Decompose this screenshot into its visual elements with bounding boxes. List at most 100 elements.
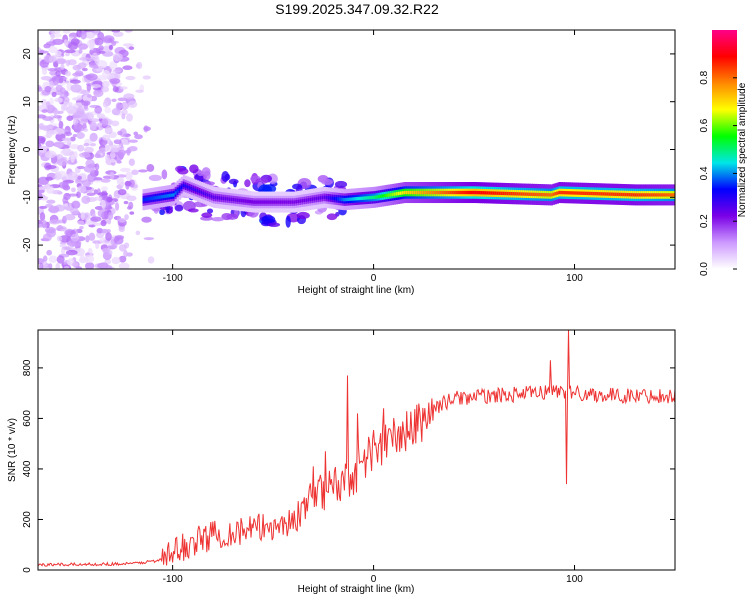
spectrogram-ridge-cell (257, 200, 260, 204)
spectrogram-noise-blob (96, 113, 106, 119)
spectrogram-noise-blob (147, 256, 155, 264)
spectrogram-noise-blob (58, 120, 64, 129)
spectrogram-noise-blob (51, 91, 57, 98)
spectrogram-noise-blob (54, 50, 62, 56)
spectrogram-ridge-cell (281, 200, 284, 204)
spectrogram-ridge-cell (267, 200, 270, 204)
spectrogram-noise-blob (89, 121, 98, 130)
spectrogram-ridge-cell (212, 195, 216, 199)
spectrogram-noise-blob (71, 233, 80, 242)
spectrogram-noise-blob (81, 67, 88, 72)
spectrogram-ridge-cell (548, 193, 551, 197)
spectrogram-noise-blob (98, 50, 106, 54)
spectrogram-noise-blob (118, 226, 125, 233)
spectrogram-noise-blob (103, 247, 111, 257)
spectrogram-noise-blob (121, 113, 126, 120)
spectrogram-ridge-cell (610, 192, 614, 196)
spectrogram-ridge-cell (628, 193, 632, 197)
spectrogram-noise-blob (55, 70, 61, 77)
spectrogram-ridge-cell (566, 191, 569, 195)
spectrogram-ridge-cell (564, 191, 567, 195)
spectrogram-ridge-cell (413, 190, 417, 195)
spectrogram-ridge-cell (512, 192, 515, 196)
spectrogram-noise-blob (93, 89, 104, 98)
spectrogram-ridge-cell (351, 197, 354, 201)
spectrogram-noise-blob (98, 45, 104, 51)
spectrogram-noise-blob (79, 226, 84, 230)
spectrogram-ridge-cell (383, 194, 387, 198)
spectrogram-noise-blob (67, 59, 77, 66)
spectrogram-ridge-cell (658, 193, 662, 197)
spectrogram-ridge-cell (652, 193, 656, 197)
spectrogram-noise-blob (83, 212, 91, 221)
spectrogram-noise-blob (126, 195, 137, 202)
spectrogram-noise-blob (47, 206, 60, 213)
spectrogram-ridge-cell (542, 192, 545, 197)
snr-y-label: SNR (10 * v/v) (7, 418, 18, 482)
spectrogram-noise-blob (117, 149, 126, 157)
spectrogram-ridge-cell (277, 200, 280, 204)
spectrogram-ridge-cell (506, 191, 509, 196)
spectrogram-ridge-cell (520, 192, 523, 196)
spectrogram-noise-blob (126, 113, 133, 122)
spectrogram-ridge-cell (433, 190, 437, 195)
spectrogram-noise-blob (92, 64, 99, 69)
spectrogram-ridge-cell (532, 192, 535, 197)
spectrogram-ridge-cell (387, 193, 391, 197)
spectrogram-ridge-cell (369, 195, 373, 200)
spectrogram-blob (321, 178, 334, 186)
spectrogram-noise-blob (128, 146, 138, 152)
spectrogram-noise-blob (42, 261, 48, 269)
spectrogram-ridge-cell (261, 200, 264, 204)
snr-x-tick-label: -100 (163, 574, 183, 585)
spectrogram-noise-blob (131, 169, 139, 176)
spectrogram-noise-blob (73, 123, 85, 132)
spectrogram-ridge-cell (616, 192, 620, 197)
spectrogram-ridge-cell (226, 197, 230, 201)
spectrogram-noise-blob (109, 61, 118, 70)
spectrogram-blob (267, 222, 281, 227)
spectrogram-noise-blob (119, 167, 131, 173)
spectrogram-ridge-cell (536, 192, 539, 197)
spectrogram-noise-blob (87, 94, 92, 98)
spectrogram-ridge-cell (343, 198, 346, 202)
spectrogram-ridge-cell (510, 191, 513, 196)
snr-y-tick-label: 200 (22, 511, 33, 528)
spectrogram-noise-blob (111, 98, 117, 103)
spectrogram-ridge-cell (526, 192, 529, 196)
spectrogram-noise-blob (114, 202, 120, 211)
spectrogram-noise-blob (135, 89, 144, 93)
spectrogram-ridge-cell (363, 196, 367, 200)
spectrogram-noise-blob (39, 262, 44, 269)
spectrogram-noise-blob (105, 154, 110, 163)
spectrogram-ridge-cell (524, 192, 527, 196)
spectrogram-noise-blob (97, 192, 109, 196)
spectrogram-ridge-cell (395, 192, 399, 196)
spectrogram-ridge-cell (345, 197, 348, 202)
spectrogram-ridge-cell (437, 190, 441, 195)
spectrogram-blob (206, 208, 214, 214)
spectrogram-noise-blob (63, 203, 69, 207)
spectrogram-blob (197, 170, 205, 177)
spectrogram-ridge-cell (385, 193, 389, 198)
spectrogram-ridge-cell (592, 191, 596, 196)
spectrogram-noise-blob (86, 83, 92, 92)
spectrogram-ridge-cell (301, 199, 304, 203)
colorbar-tick-label: 0.4 (699, 166, 710, 180)
spectrogram-ridge-cell (323, 195, 326, 199)
spectrogram-noise-blob (54, 173, 62, 181)
spectrogram-blob (228, 178, 239, 185)
spectrogram-noise-blob (38, 192, 43, 201)
spectrogram-ridge-cell (612, 192, 616, 196)
spectrogram-noise-blob (57, 97, 63, 104)
spectrogram-noise-blob (70, 207, 79, 215)
spectrogram-ridge-cell (347, 197, 350, 202)
spectrogram-ridge-cell (174, 191, 178, 195)
spectrogram-ridge-cell (660, 193, 664, 197)
spectrogram-noise-blob (69, 79, 81, 84)
spectrogram-ridge-cell (315, 196, 318, 201)
spectrogram-blob (244, 179, 251, 188)
spectrogram-ridge-cell (514, 192, 517, 196)
spectrogram-ridge-cell (220, 196, 224, 200)
